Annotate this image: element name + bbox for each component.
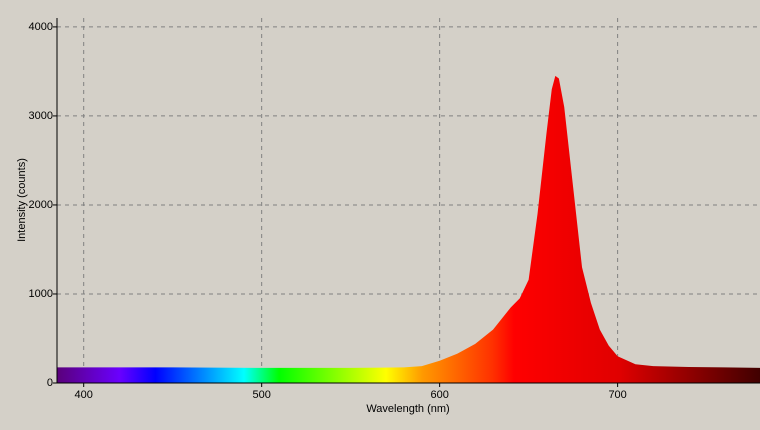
grid: [57, 18, 760, 384]
plot: [57, 75, 760, 384]
y-tick-label: 3000: [29, 110, 53, 122]
x-axis-label: Wavelength (nm): [366, 403, 449, 415]
y-tick-label: 2000: [29, 199, 53, 211]
y-axis-label: Intensity (counts): [16, 158, 28, 242]
y-tick-label: 0: [47, 377, 53, 389]
x-tick-label: 700: [608, 389, 626, 401]
x-tick-label: 600: [430, 389, 448, 401]
x-tick-label: 500: [252, 389, 270, 401]
spectrum-area: [57, 75, 760, 384]
x-tick-label: 400: [75, 389, 93, 401]
y-tick-label: 1000: [29, 288, 53, 300]
y-tick-label: 4000: [29, 21, 53, 33]
